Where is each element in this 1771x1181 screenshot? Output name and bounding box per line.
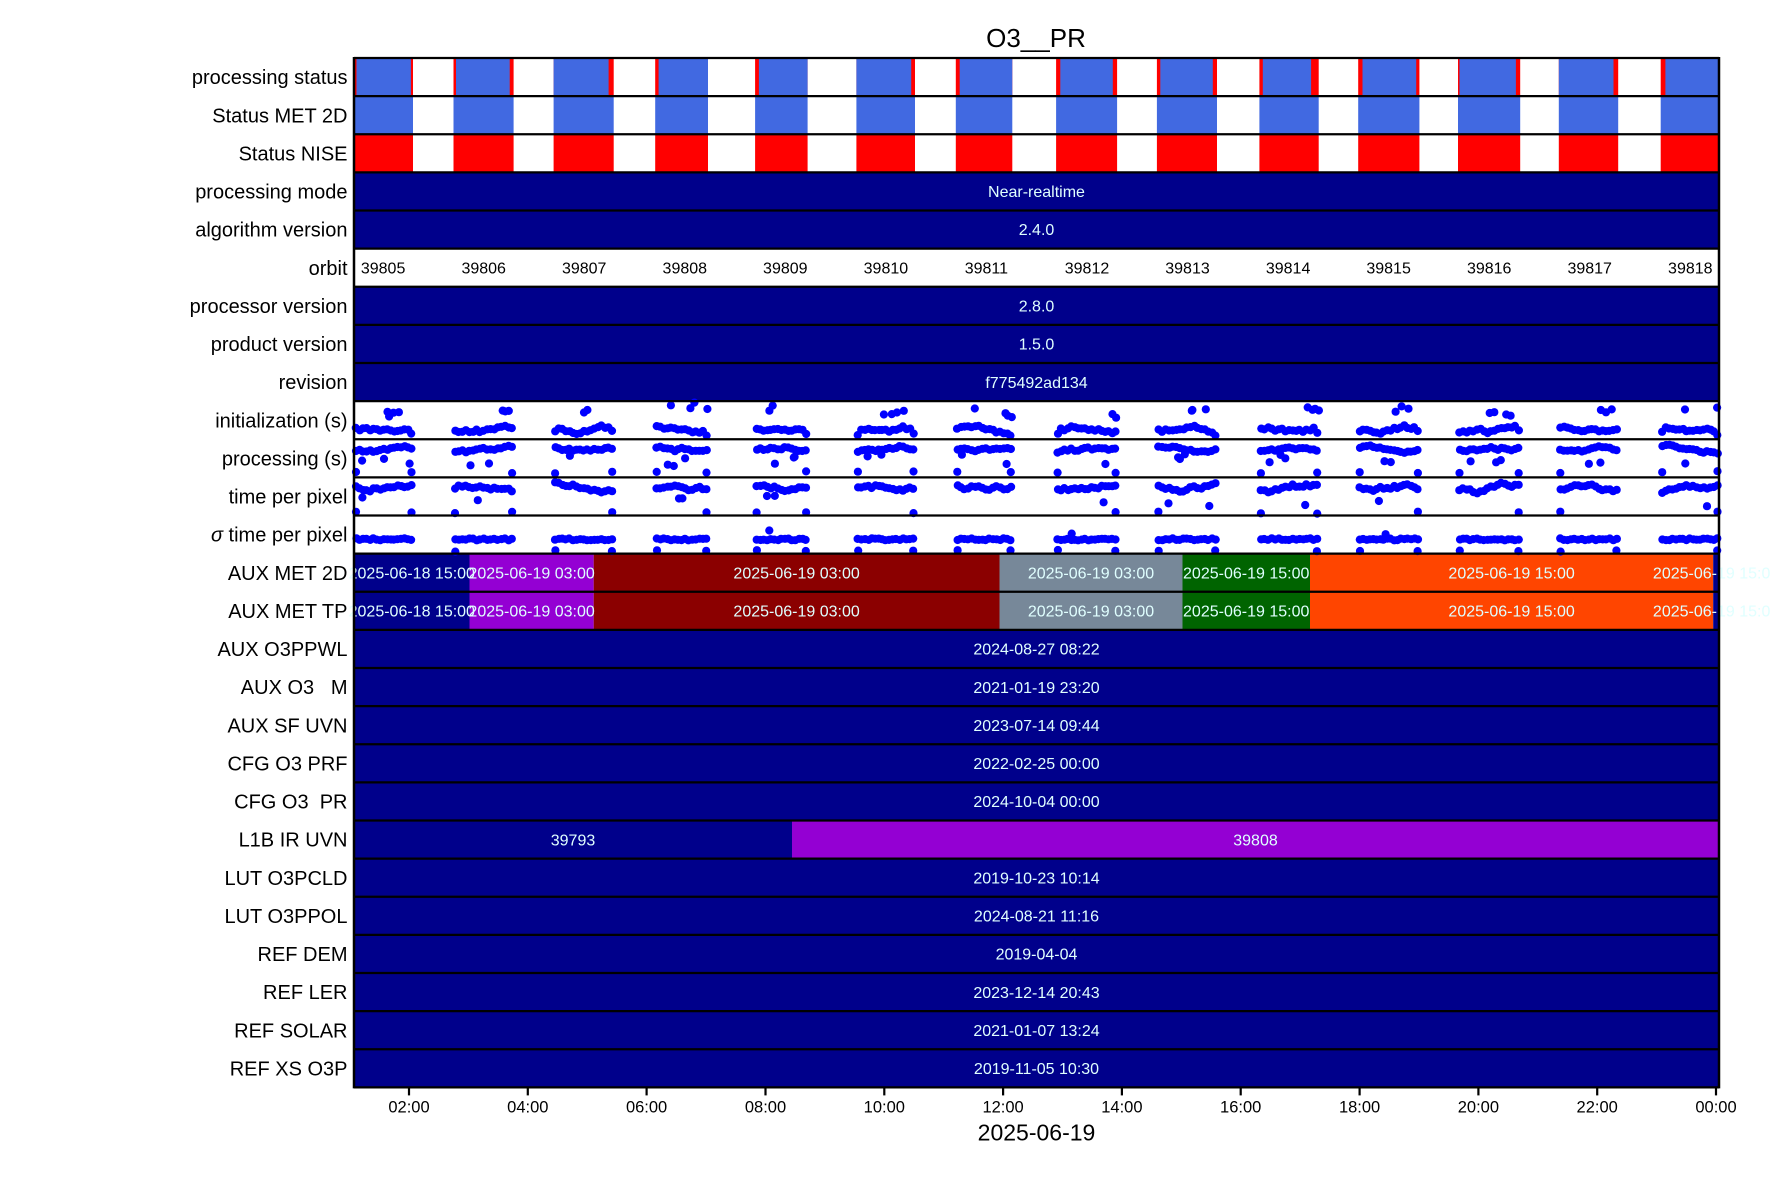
svg-text:time per pixel: time per pixel: [229, 487, 348, 509]
svg-text:39810: 39810: [864, 260, 909, 277]
svg-text:initialization (s): initialization (s): [215, 410, 347, 432]
svg-text:REF LER: REF LER: [263, 982, 347, 1004]
svg-text:06:00: 06:00: [626, 1099, 667, 1117]
svg-text:2025-06-18 15:00: 2025-06-18 15:00: [349, 565, 475, 582]
svg-text:39813: 39813: [1165, 260, 1210, 277]
svg-text:REF DEM: REF DEM: [258, 944, 348, 966]
svg-text:39793: 39793: [551, 832, 596, 849]
svg-text:39812: 39812: [1065, 260, 1110, 277]
svg-text:REF XS O3P: REF XS O3P: [230, 1058, 348, 1080]
svg-text:12:00: 12:00: [982, 1099, 1023, 1117]
svg-text:Status MET 2D: Status MET 2D: [212, 105, 347, 127]
svg-text:orbit: orbit: [309, 258, 348, 280]
svg-text:39808: 39808: [1233, 832, 1278, 849]
svg-text:39818: 39818: [1668, 260, 1713, 277]
svg-text:2025-06-19 15:00: 2025-06-19 15:00: [1183, 565, 1309, 582]
svg-text:σ time per pixel: σ time per pixel: [211, 525, 348, 547]
svg-text:2021-01-07 13:24: 2021-01-07 13:24: [973, 1023, 1099, 1040]
svg-text:AUX SF UVN: AUX SF UVN: [227, 715, 347, 737]
svg-text:2025-06-19 15:00: 2025-06-19 15:00: [1653, 604, 1771, 621]
svg-text:processor version: processor version: [190, 296, 348, 318]
svg-text:processing mode: processing mode: [195, 182, 347, 204]
svg-text:2019-11-05 10:30: 2019-11-05 10:30: [974, 1061, 1099, 1078]
svg-text:2022-02-25 00:00: 2022-02-25 00:00: [973, 756, 1099, 773]
svg-text:AUX O3PPWL: AUX O3PPWL: [217, 639, 347, 661]
svg-text:2023-07-14 09:44: 2023-07-14 09:44: [973, 718, 1099, 735]
svg-text:2025-06-19 03:00: 2025-06-19 03:00: [468, 565, 594, 582]
svg-text:39809: 39809: [763, 260, 808, 277]
svg-text:Near-realtime: Near-realtime: [988, 184, 1085, 201]
svg-text:16:00: 16:00: [1220, 1099, 1261, 1117]
svg-text:39816: 39816: [1467, 260, 1512, 277]
svg-text:REF SOLAR: REF SOLAR: [234, 1020, 347, 1042]
svg-text:2025-06-19 03:00: 2025-06-19 03:00: [468, 604, 594, 621]
svg-text:39814: 39814: [1266, 260, 1311, 277]
svg-text:08:00: 08:00: [745, 1099, 786, 1117]
svg-text:39807: 39807: [562, 260, 607, 277]
svg-text:2019-10-23 10:14: 2019-10-23 10:14: [973, 870, 1099, 887]
svg-text:2.4.0: 2.4.0: [1019, 222, 1055, 239]
svg-text:2025-06-19 15:00: 2025-06-19 15:00: [1183, 604, 1309, 621]
svg-text:1.5.0: 1.5.0: [1019, 337, 1055, 354]
svg-text:39817: 39817: [1567, 260, 1612, 277]
svg-text:14:00: 14:00: [1101, 1099, 1142, 1117]
svg-text:39805: 39805: [361, 260, 406, 277]
svg-text:AUX MET 2D: AUX MET 2D: [228, 563, 348, 585]
svg-text:revision: revision: [279, 372, 348, 394]
svg-text:CFG O3 PR: CFG O3 PR: [234, 792, 347, 814]
svg-text:2024-08-27 08:22: 2024-08-27 08:22: [973, 642, 1099, 659]
svg-text:Status NISE: Status NISE: [239, 143, 348, 165]
svg-text:02:00: 02:00: [388, 1099, 429, 1117]
svg-text:2025-06-19 15:00: 2025-06-19 15:00: [1653, 565, 1771, 582]
svg-text:LUT O3PPOL: LUT O3PPOL: [224, 906, 347, 928]
svg-text:2025-06-19 03:00: 2025-06-19 03:00: [733, 565, 859, 582]
svg-text:2025-06-19: 2025-06-19: [978, 1120, 1096, 1146]
svg-text:2.8.0: 2.8.0: [1019, 299, 1055, 316]
svg-text:39806: 39806: [461, 260, 506, 277]
svg-text:algorithm version: algorithm version: [195, 220, 347, 242]
svg-text:2024-10-04 00:00: 2024-10-04 00:00: [973, 794, 1099, 811]
svg-text:2025-06-19 15:00: 2025-06-19 15:00: [1448, 604, 1574, 621]
svg-text:AUX MET TP: AUX MET TP: [228, 601, 347, 623]
svg-text:CFG O3 PRF: CFG O3 PRF: [227, 753, 347, 775]
svg-text:AUX O3 M: AUX O3 M: [241, 677, 348, 699]
svg-text:2019-04-04: 2019-04-04: [996, 947, 1078, 964]
svg-text:L1B IR UVN: L1B IR UVN: [239, 830, 348, 852]
svg-text:product version: product version: [211, 334, 348, 356]
svg-text:O3__PR: O3__PR: [986, 23, 1086, 53]
svg-text:f775492ad134: f775492ad134: [985, 375, 1087, 392]
svg-text:00:00: 00:00: [1695, 1099, 1736, 1117]
svg-text:2023-12-14 20:43: 2023-12-14 20:43: [973, 985, 1099, 1002]
svg-text:2025-06-18 15:00: 2025-06-18 15:00: [349, 604, 475, 621]
svg-text:22:00: 22:00: [1577, 1099, 1618, 1117]
svg-text:processing status: processing status: [192, 67, 348, 89]
svg-text:18:00: 18:00: [1339, 1099, 1380, 1117]
svg-text:2024-08-21 11:16: 2024-08-21 11:16: [974, 909, 1099, 926]
svg-text:processing (s): processing (s): [222, 448, 348, 470]
svg-text:39811: 39811: [965, 260, 1008, 277]
svg-text:2025-06-19 03:00: 2025-06-19 03:00: [1028, 565, 1154, 582]
svg-text:39808: 39808: [663, 260, 708, 277]
svg-text:39815: 39815: [1366, 260, 1411, 277]
svg-text:2025-06-19 03:00: 2025-06-19 03:00: [1028, 604, 1154, 621]
svg-text:LUT O3PCLD: LUT O3PCLD: [224, 868, 347, 890]
svg-text:2025-06-19 15:00: 2025-06-19 15:00: [1448, 565, 1574, 582]
svg-text:20:00: 20:00: [1458, 1099, 1499, 1117]
svg-text:2025-06-19 03:00: 2025-06-19 03:00: [733, 604, 859, 621]
svg-text:2021-01-19 23:20: 2021-01-19 23:20: [973, 680, 1099, 697]
svg-text:04:00: 04:00: [507, 1099, 548, 1117]
svg-text:10:00: 10:00: [864, 1099, 905, 1117]
